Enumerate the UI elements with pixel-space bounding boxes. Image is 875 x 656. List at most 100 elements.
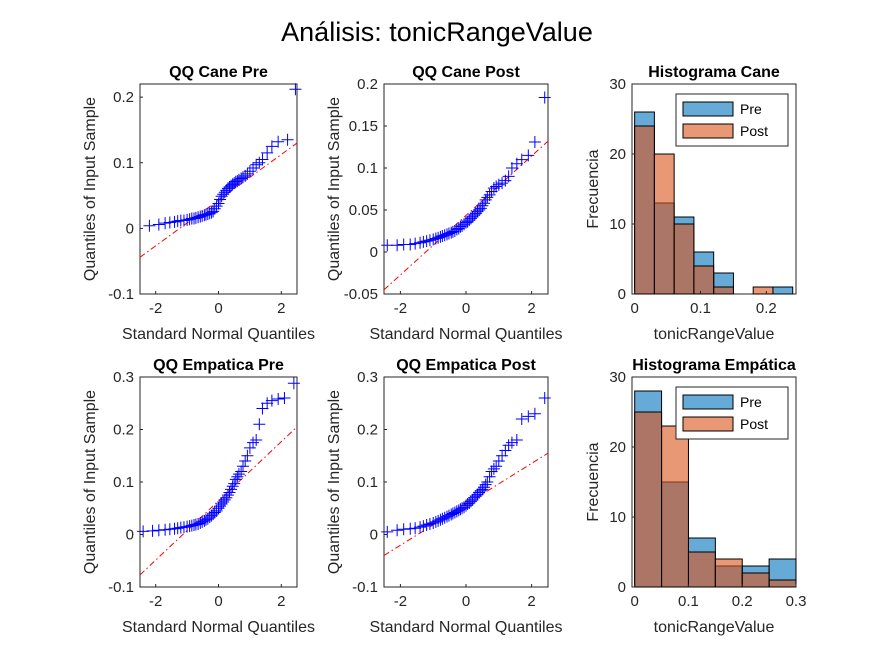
y-tick-label: 20 <box>609 146 626 163</box>
x-tick-label: 2 <box>277 300 285 317</box>
x-axis-label: Standard Normal Quantiles <box>370 619 563 636</box>
data-point <box>220 184 233 197</box>
bar-post <box>713 286 734 295</box>
data-point <box>239 455 252 467</box>
panel-title: QQ Empatica Post <box>396 357 536 374</box>
data-point <box>265 394 278 407</box>
y-axis-label: Quantiles of Input Sample <box>82 390 99 574</box>
y-tick-label: -0.1 <box>108 579 134 596</box>
data-point <box>436 512 449 525</box>
y-axis-label: Quantiles of Input Sample <box>326 97 343 281</box>
data-point <box>265 140 278 153</box>
data-point <box>427 233 440 246</box>
data-point <box>278 392 291 404</box>
legend-swatch-post <box>682 416 734 432</box>
y-tick-label: 10 <box>609 509 626 526</box>
data-point <box>232 468 245 481</box>
data-point <box>483 188 496 201</box>
y-axis-label: Quantiles of Input Sample <box>326 390 343 574</box>
data-point <box>174 521 187 534</box>
data-point <box>468 491 481 504</box>
data-point <box>203 207 216 220</box>
data-point <box>226 178 239 191</box>
x-tick-label: 2 <box>527 593 535 610</box>
data-point <box>177 214 190 227</box>
y-tick-label: 0.05 <box>349 202 378 219</box>
data-point <box>515 153 528 166</box>
data-point <box>522 410 535 423</box>
data-point <box>404 238 417 251</box>
data-point <box>496 177 509 190</box>
data-point <box>490 180 503 193</box>
bar-post <box>687 551 716 588</box>
data-point <box>159 523 172 536</box>
data-point <box>207 508 220 521</box>
y-tick-label: 10 <box>609 216 626 233</box>
data-point <box>414 236 427 249</box>
data-point <box>423 518 436 530</box>
data-point <box>466 210 479 223</box>
data-point <box>243 441 256 454</box>
data-point <box>461 215 474 228</box>
x-tick-label: -2 <box>394 300 407 317</box>
bar-post <box>752 286 774 295</box>
data-point <box>420 519 433 532</box>
data-point <box>515 413 528 425</box>
y-tick-label: 0 <box>618 286 626 303</box>
data-point <box>171 522 184 535</box>
panel-6: Pre Post 0 0.1 0.2 0.3 0 10 20 30 Histograma Empát… <box>585 357 806 636</box>
data-point <box>241 449 254 462</box>
x-axis-label: Standard Normal Quantiles <box>122 326 315 343</box>
plot-area <box>383 83 549 295</box>
data-point <box>417 235 430 248</box>
reference-line <box>139 426 298 576</box>
data-point <box>452 504 465 517</box>
panel-title: Histograma Empática <box>632 357 796 374</box>
data-point <box>409 522 422 535</box>
panel-2: -2 0 2 -0.05 0 0.05 0.1 0.15 0.2 QQ Cane Post Stan… <box>326 64 562 343</box>
x-tick-label: -2 <box>149 300 162 317</box>
y-tick-label: 0.2 <box>357 76 378 93</box>
legend-label: Post <box>740 416 768 432</box>
panel-3: Pre Post 0 0.1 0.2 0 10 20 30 Histograma Cane toni… <box>585 64 797 343</box>
data-point <box>478 481 491 494</box>
data-point <box>223 486 236 499</box>
y-tick-label: 0 <box>126 527 134 544</box>
panel-title: QQ Empatica Pre <box>153 357 284 374</box>
data-point <box>487 462 500 475</box>
reference-line <box>383 140 549 291</box>
data-point <box>181 520 194 533</box>
data-point <box>496 449 509 462</box>
data-point <box>429 515 442 528</box>
data-point <box>198 209 211 222</box>
data-point <box>250 158 263 171</box>
bar-post <box>768 579 797 588</box>
data-point <box>168 215 181 228</box>
legend-swatch-pre <box>682 101 734 117</box>
legend-label: Pre <box>740 101 762 117</box>
data-point <box>235 465 248 478</box>
bar-post <box>661 425 689 588</box>
data-point <box>261 146 274 159</box>
data-point <box>226 480 239 493</box>
data-point <box>463 497 476 509</box>
data-point <box>505 436 518 449</box>
data-point <box>468 209 481 222</box>
panel-4: -2 0 2 -0.1 0 0.1 0.2 0.3 QQ Empatica Pre Standar… <box>82 357 315 636</box>
data-point <box>250 434 263 446</box>
data-point <box>404 522 417 535</box>
data-point <box>391 239 404 252</box>
x-tick-label: 0 <box>462 593 470 610</box>
y-tick-label: 0 <box>618 579 626 596</box>
data-point <box>247 436 260 449</box>
data-point <box>528 135 541 148</box>
y-tick-label: 30 <box>609 76 626 93</box>
data-point <box>225 483 238 496</box>
data-point <box>502 170 515 183</box>
panel-5: -2 0 2 -0.1 0 0.1 0.2 0.3 QQ Empatica Post Standa… <box>326 357 562 636</box>
x-axis-label: tonicRangeValue <box>654 619 775 636</box>
figure-title: Análisis: tonicRangeValue <box>281 17 593 47</box>
y-tick-label: 0.15 <box>349 118 378 135</box>
data-point <box>409 237 422 250</box>
data-point <box>181 213 194 226</box>
